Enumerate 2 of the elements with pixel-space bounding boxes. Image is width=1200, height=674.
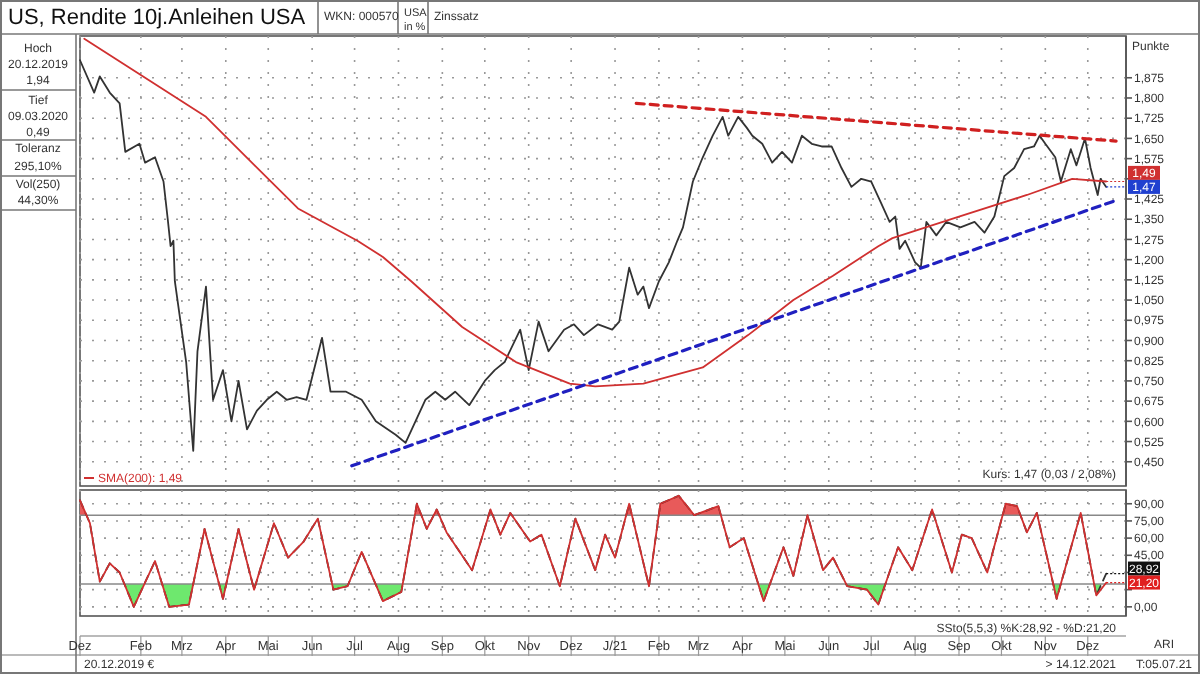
chart-title: US, Rendite 10j.Anleihen USA [8, 6, 307, 30]
line-series [79, 59, 1108, 452]
